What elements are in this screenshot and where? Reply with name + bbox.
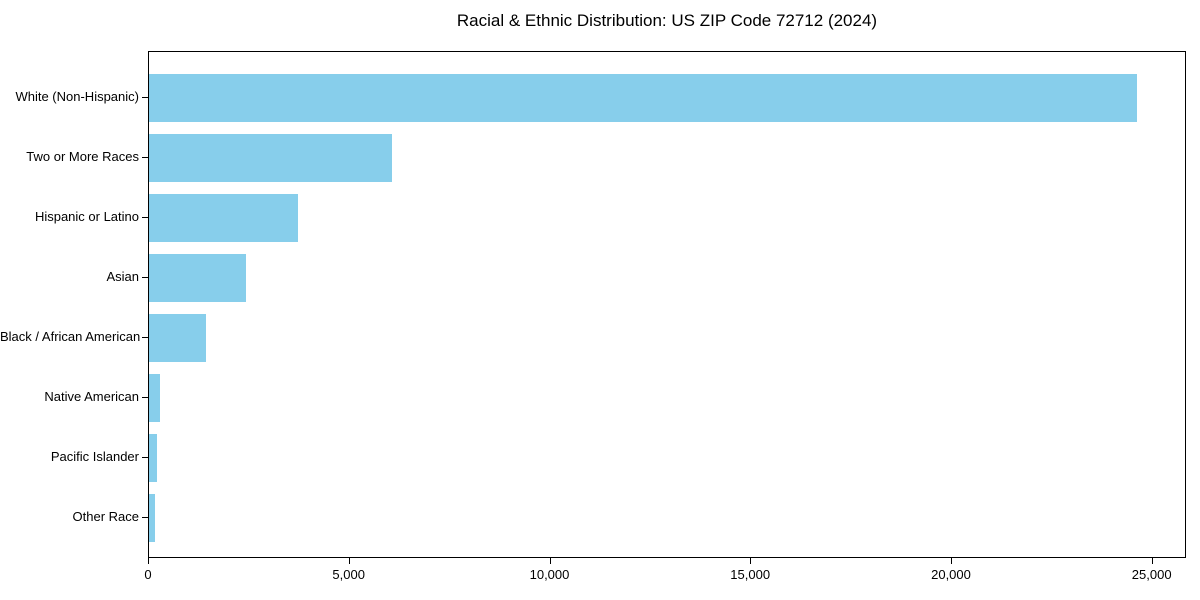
bar-6 bbox=[149, 434, 157, 482]
chart-title: Racial & Ethnic Distribution: US ZIP Cod… bbox=[456, 11, 878, 30]
y-tick-mark bbox=[142, 157, 148, 158]
bar-5 bbox=[149, 374, 161, 422]
x-tick-mark bbox=[348, 558, 350, 564]
x-tick-mark bbox=[148, 558, 149, 564]
y-tick-label: Pacific Islander bbox=[50, 449, 139, 464]
y-tick-mark bbox=[142, 517, 148, 518]
y-tick-mark bbox=[142, 217, 148, 218]
x-tick-mark bbox=[750, 558, 752, 564]
y-tick-label: Asian bbox=[106, 269, 139, 284]
bar-7 bbox=[149, 494, 156, 542]
y-tick-mark bbox=[142, 337, 148, 338]
y-tick-label: White (Non-Hispanic) bbox=[15, 89, 139, 104]
y-tick-label: Hispanic or Latino bbox=[34, 209, 139, 224]
x-tick-label: 20,000 bbox=[931, 567, 971, 582]
y-tick-mark bbox=[142, 457, 148, 458]
bar-3 bbox=[149, 254, 246, 302]
plot-area bbox=[148, 51, 1186, 558]
y-tick-mark bbox=[142, 97, 148, 98]
x-tick-label: 0 bbox=[144, 567, 152, 582]
y-tick-label: Black / African American bbox=[0, 329, 141, 344]
x-tick-mark bbox=[951, 558, 952, 564]
x-tick-mark bbox=[549, 558, 551, 564]
x-tick-mark bbox=[1151, 558, 1153, 564]
y-tick-label: Other Race bbox=[72, 509, 139, 524]
x-tick-label: 25,000 bbox=[1131, 567, 1172, 582]
y-tick-mark bbox=[142, 277, 148, 278]
bar-2 bbox=[149, 194, 298, 242]
y-tick-label: Two or More Races bbox=[26, 149, 139, 164]
bar-0 bbox=[149, 74, 1137, 122]
bar-1 bbox=[149, 134, 392, 182]
y-tick-mark bbox=[142, 397, 148, 398]
y-tick-label: Native American bbox=[44, 389, 139, 404]
x-tick-label: 10,000 bbox=[529, 567, 570, 582]
bar-4 bbox=[149, 314, 206, 362]
x-tick-label: 15,000 bbox=[730, 567, 771, 582]
x-tick-label: 5,000 bbox=[332, 567, 365, 582]
